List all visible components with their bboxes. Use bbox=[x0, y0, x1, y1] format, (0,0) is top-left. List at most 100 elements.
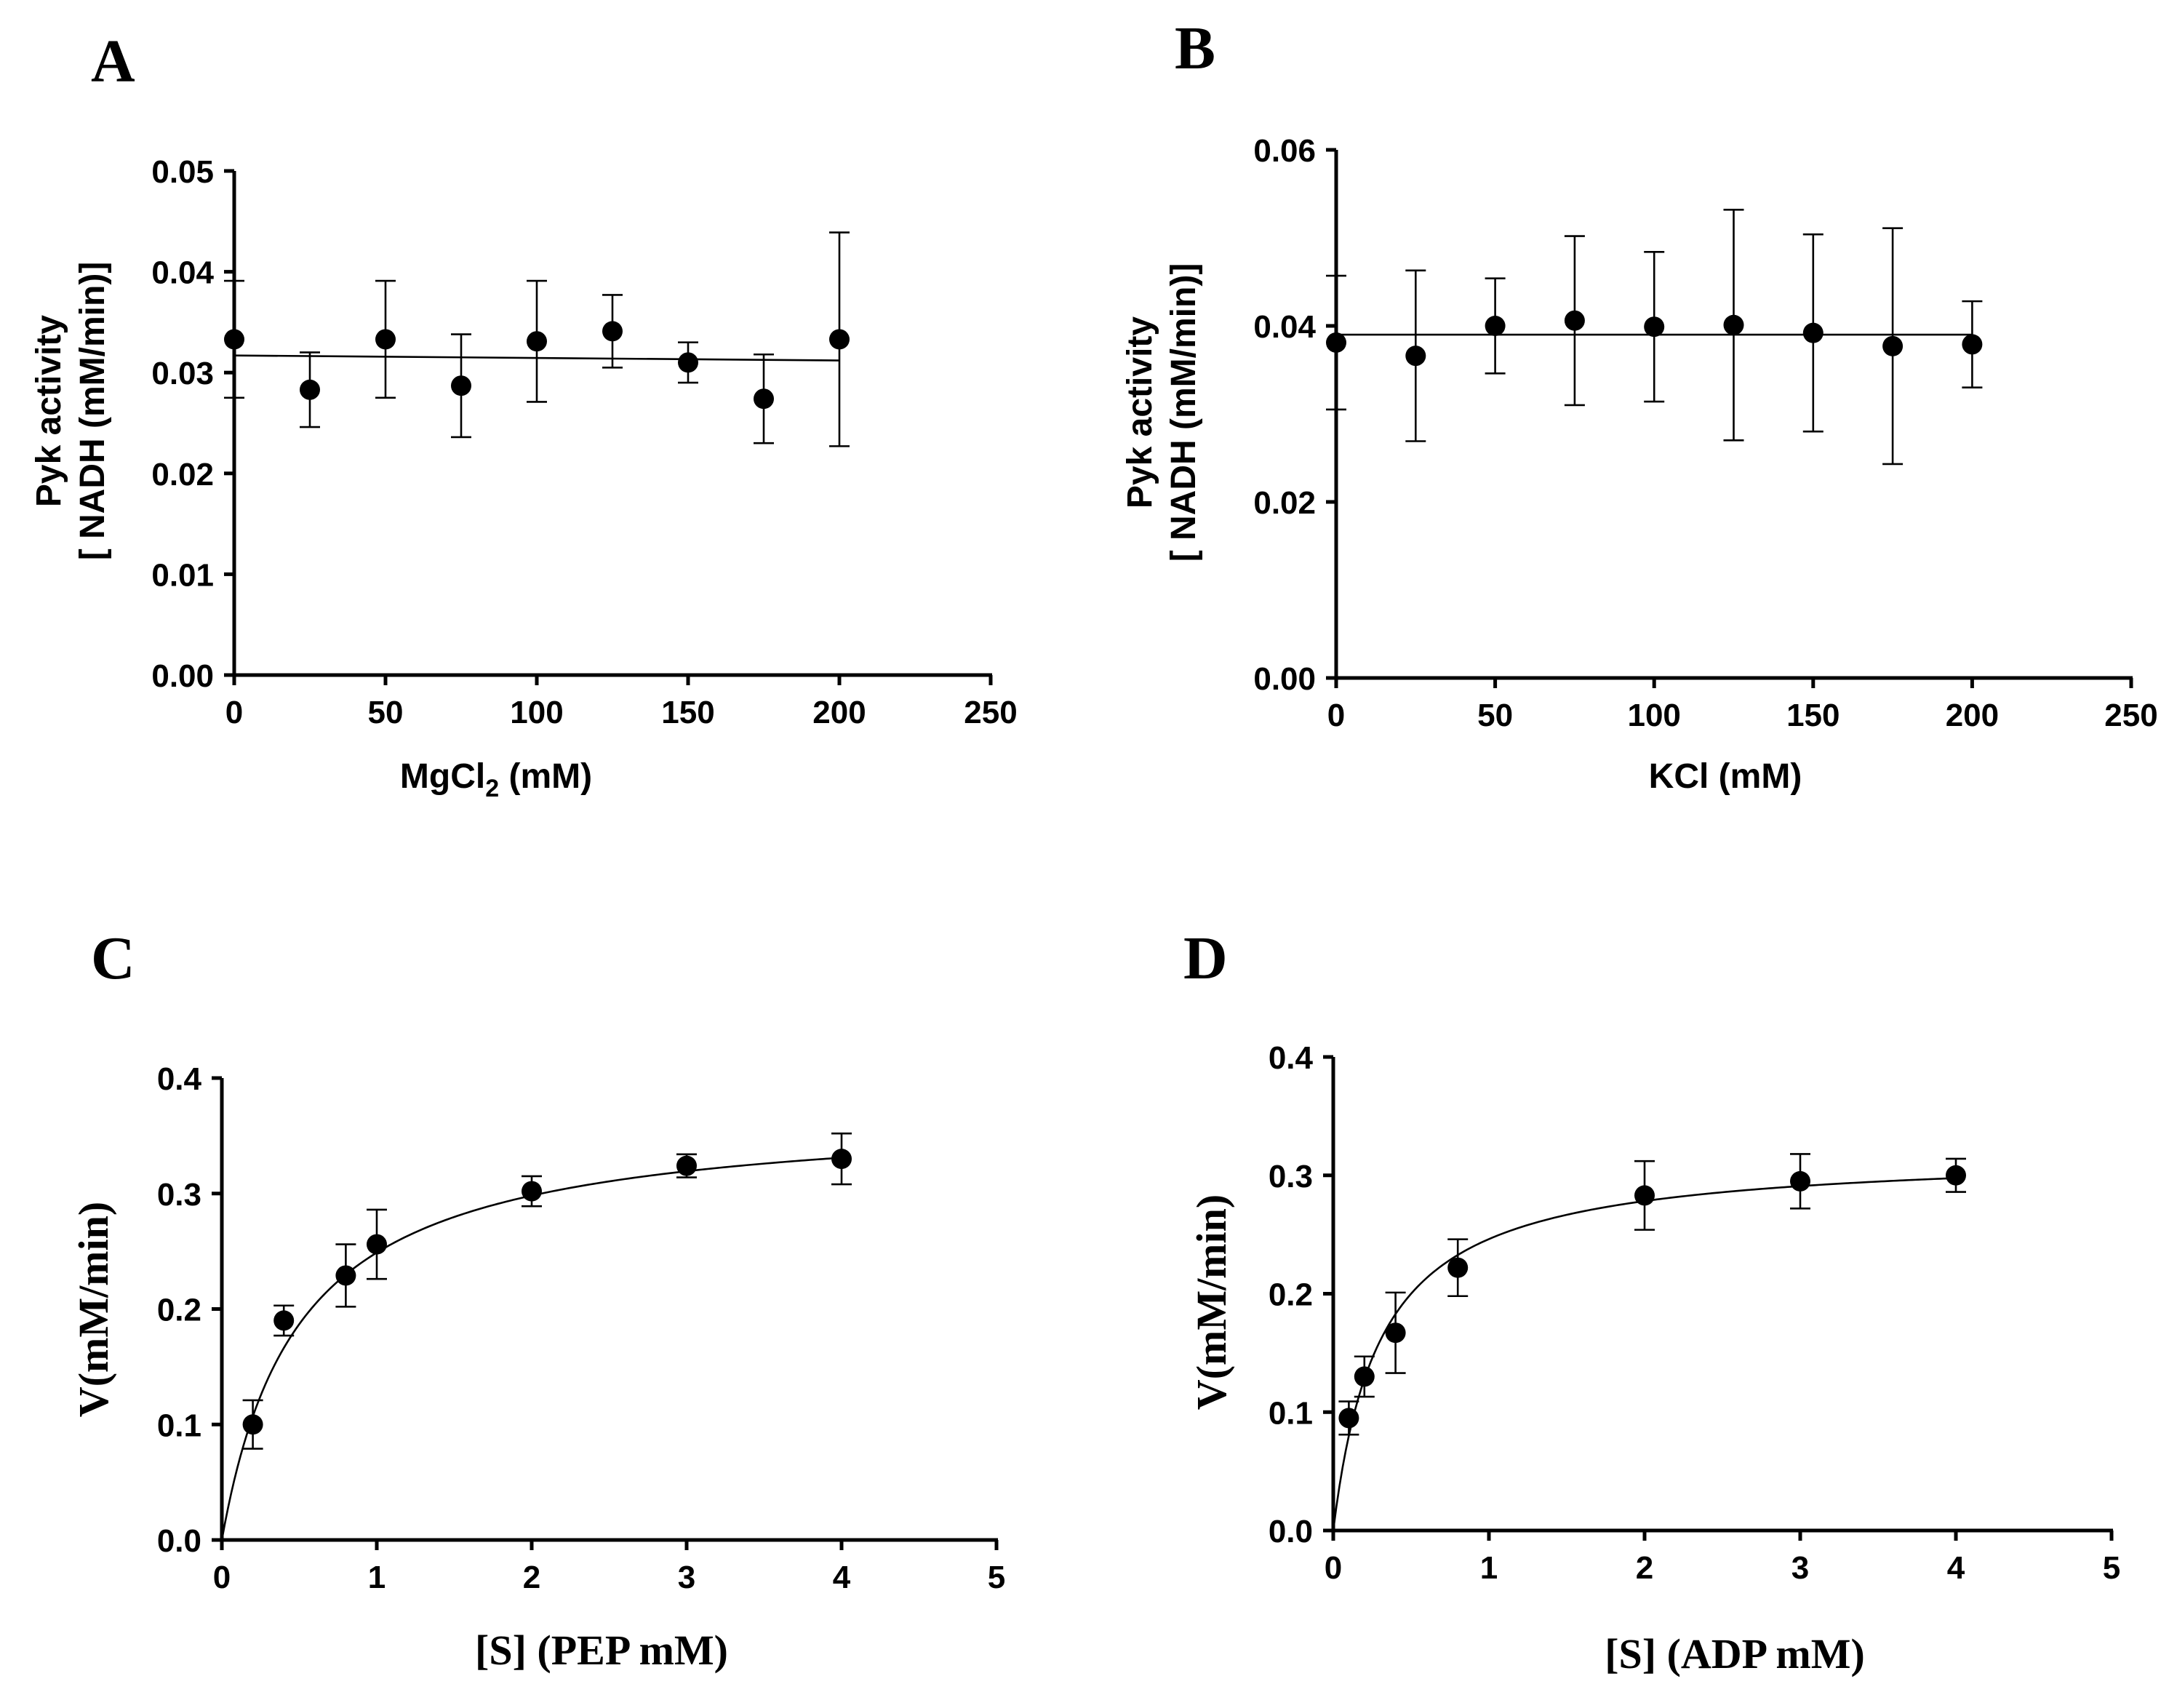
data-point-b bbox=[1564, 310, 1585, 331]
y-tick-label-c: 0.0 bbox=[157, 1523, 201, 1559]
data-point-d bbox=[1385, 1322, 1406, 1344]
data-point-c bbox=[273, 1310, 295, 1331]
data-point-a bbox=[451, 375, 471, 396]
data-point-a bbox=[754, 388, 774, 410]
y-tick-label-a: 0.00 bbox=[151, 658, 214, 694]
plot-area-b: 0 50 100 150 200 250 0.00 0.02 0.04 0.06 bbox=[1253, 133, 2157, 733]
data-point-c bbox=[242, 1414, 263, 1435]
panel-letter-d: D bbox=[1183, 925, 1228, 992]
x-tick-label-b: 150 bbox=[1786, 698, 1840, 733]
y-axis-title-d-line-1: V(mM/min) bbox=[1188, 1194, 1235, 1410]
y-tick-label-a: 0.03 bbox=[151, 356, 214, 391]
data-point-b bbox=[1802, 322, 1824, 343]
y-tick-label-c: 0.4 bbox=[157, 1061, 202, 1097]
x-tick-label-c: 0 bbox=[213, 1560, 231, 1595]
x-axis-title-d: [S] (ADP mM) bbox=[1605, 1630, 1865, 1677]
data-point-a bbox=[300, 379, 320, 400]
y-axis-title-a-line-2: [ NADH (mM/min)] bbox=[73, 262, 112, 561]
data-point-a bbox=[375, 329, 396, 350]
y-tick-label-b: 0.00 bbox=[1253, 661, 1316, 697]
data-point-c bbox=[831, 1149, 852, 1170]
data-point-a bbox=[527, 331, 547, 352]
x-tick-label-d: 5 bbox=[2103, 1550, 2120, 1586]
data-point-d bbox=[1946, 1165, 1966, 1186]
x-tick-label-d: 1 bbox=[1480, 1550, 1498, 1586]
x-tick-label-b: 250 bbox=[2104, 698, 2157, 733]
y-tick-label-d: 0.0 bbox=[1269, 1514, 1313, 1549]
panel-letter-a: A bbox=[91, 28, 135, 95]
data-point-a bbox=[224, 329, 244, 350]
y-tick-label-d: 0.2 bbox=[1269, 1277, 1313, 1313]
plot-area-c: 0 1 2 3 4 5 0.0 0.1 0.2 0.3 0.4 bbox=[157, 1061, 1005, 1595]
y-tick-label-d: 0.3 bbox=[1269, 1159, 1313, 1194]
y-tick-label-c: 0.2 bbox=[157, 1293, 201, 1328]
x-tick-label-c: 3 bbox=[678, 1560, 695, 1595]
data-point-c bbox=[522, 1181, 542, 1202]
y-tick-label-c: 0.1 bbox=[157, 1408, 201, 1443]
x-tick-label-d: 2 bbox=[1636, 1550, 1653, 1586]
x-tick-label-a: 0 bbox=[225, 695, 243, 730]
data-point-d bbox=[1338, 1408, 1359, 1429]
y-axis-title-b: Pyk activity [ NADH (mM/min)] bbox=[1121, 263, 1203, 562]
x-tick-label-a: 150 bbox=[661, 695, 714, 730]
x-tick-label-a: 250 bbox=[964, 695, 1017, 730]
data-point-b bbox=[1405, 346, 1426, 367]
data-point-c bbox=[367, 1234, 387, 1255]
panel-letter-b: B bbox=[1175, 15, 1215, 82]
x-tick-label-a: 50 bbox=[368, 695, 404, 730]
y-axis-title-c-line-1: V(mM/min) bbox=[70, 1202, 117, 1417]
y-axis-title-d: V(mM/min) bbox=[1188, 1194, 1235, 1410]
y-tick-label-c: 0.3 bbox=[157, 1177, 201, 1213]
x-tick-label-c: 4 bbox=[833, 1560, 851, 1595]
x-axis-title-c: [S] (PEP mM) bbox=[475, 1627, 728, 1674]
y-axis-title-c: V(mM/min) bbox=[70, 1202, 117, 1417]
x-tick-label-c: 1 bbox=[368, 1560, 386, 1595]
data-point-b bbox=[1326, 332, 1346, 353]
y-tick-label-d: 0.1 bbox=[1269, 1395, 1313, 1431]
x-tick-label-a: 100 bbox=[510, 695, 563, 730]
y-tick-label-a: 0.04 bbox=[151, 255, 214, 291]
data-point-d bbox=[1634, 1185, 1655, 1206]
chart-panel-d: D [S] (ADP mM) V(mM/min) 0 1 2 3 4 5 0.0 0.1 0.2… bbox=[1183, 925, 2120, 1677]
y-tick-label-b: 0.02 bbox=[1253, 485, 1316, 521]
y-axis-title-a-line-1: Pyk activity bbox=[30, 315, 68, 507]
y-tick-label-a: 0.02 bbox=[151, 457, 214, 492]
y-tick-label-d: 0.4 bbox=[1269, 1040, 1314, 1076]
x-tick-label-b: 0 bbox=[1327, 698, 1345, 733]
data-point-b bbox=[1723, 314, 1744, 335]
x-tick-label-b: 200 bbox=[1946, 698, 1999, 733]
plot-area-d: 0 1 2 3 4 5 0.0 0.1 0.2 0.3 0.4 bbox=[1269, 1040, 2120, 1586]
panel-letter-c: C bbox=[91, 925, 135, 992]
data-point-b bbox=[1882, 335, 1904, 356]
x-tick-label-c: 5 bbox=[988, 1560, 1005, 1595]
data-point-d bbox=[1354, 1366, 1375, 1387]
data-point-b bbox=[1485, 316, 1506, 336]
y-tick-label-a: 0.01 bbox=[151, 557, 214, 593]
data-point-a bbox=[602, 321, 623, 342]
x-tick-label-d: 3 bbox=[1791, 1550, 1809, 1586]
x-tick-label-b: 50 bbox=[1477, 698, 1513, 733]
y-tick-label-b: 0.04 bbox=[1253, 309, 1316, 345]
y-axis-title-b-line-2: [ NADH (mM/min)] bbox=[1165, 263, 1203, 562]
chart-panel-b: B KCl (mM) Pyk activity [ NADH (mM/min)]… bbox=[1121, 15, 2158, 796]
y-tick-label-b: 0.06 bbox=[1253, 133, 1316, 169]
chart-panel-c: C [S] (PEP mM) V(mM/min) 0 1 2 3 4 5 0.0 0.1 0.2… bbox=[70, 925, 1005, 1674]
data-point-b bbox=[1644, 316, 1665, 338]
y-axis-title-b-line-1: Pyk activity bbox=[1121, 316, 1159, 508]
data-point-d bbox=[1447, 1257, 1469, 1278]
x-axis-title-b: KCl (mM) bbox=[1649, 757, 1802, 796]
x-tick-label-b: 100 bbox=[1627, 698, 1680, 733]
x-tick-label-c: 2 bbox=[523, 1560, 540, 1595]
x-tick-label-d: 4 bbox=[1947, 1550, 1965, 1586]
y-axis-title-a: Pyk activity [ NADH (mM/min)] bbox=[30, 262, 112, 561]
data-point-c bbox=[676, 1155, 697, 1176]
data-point-b bbox=[1962, 334, 1983, 355]
x-tick-label-a: 200 bbox=[812, 695, 866, 730]
data-point-a bbox=[678, 352, 698, 373]
data-point-d bbox=[1790, 1170, 1810, 1192]
data-point-a bbox=[829, 329, 850, 350]
data-point-c bbox=[335, 1265, 356, 1286]
x-tick-label-d: 0 bbox=[1325, 1550, 1342, 1586]
y-tick-label-a: 0.05 bbox=[151, 154, 214, 190]
